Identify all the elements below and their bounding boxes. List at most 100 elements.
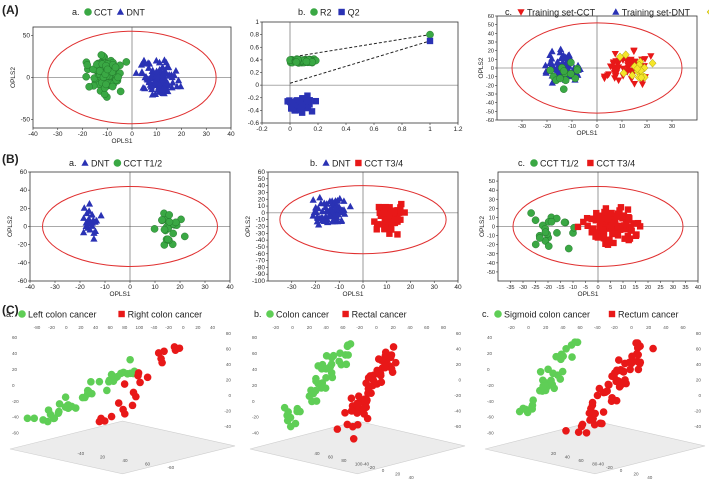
axis-tick-top: -20	[611, 325, 618, 330]
data-point	[160, 347, 168, 356]
data-point	[346, 202, 354, 210]
chart-b-a: -40 -30 -20 -10 0 10 20 30 40-60-40-200204060OPL…	[7, 158, 234, 298]
data-point	[114, 73, 122, 82]
data-point	[169, 229, 177, 238]
panel-label-b-c: c.	[518, 158, 525, 168]
data-point	[401, 209, 408, 216]
y-tick-label: 40	[258, 183, 266, 190]
axis-tick-right: -20	[694, 409, 701, 414]
data-point	[291, 419, 300, 428]
axis-tick-top: 20	[195, 325, 201, 330]
axis-tick-top: 80	[441, 325, 447, 330]
data-point	[589, 414, 597, 423]
axis-tick-top: -40	[151, 325, 158, 330]
x-tick-label: 30	[203, 131, 211, 138]
x-tick-label: 0	[288, 126, 292, 133]
data-point	[621, 50, 630, 60]
axis-tick-left: 40	[12, 351, 18, 356]
y-tick-label: 60	[20, 169, 28, 176]
data-point	[312, 377, 320, 385]
data-point	[606, 236, 613, 243]
data-point	[61, 393, 70, 401]
y-tick-label: -50	[487, 270, 495, 276]
y-tick-label: 40	[20, 187, 28, 194]
x-tick-label: 0.2	[313, 126, 322, 133]
data-point	[87, 222, 95, 229]
data-point	[531, 240, 540, 249]
data-point	[103, 386, 111, 395]
axis-tick-bottom: 60	[145, 461, 151, 466]
data-point	[144, 59, 152, 66]
data-point	[107, 412, 116, 421]
data-point	[398, 200, 405, 208]
data-point	[44, 406, 53, 414]
x-tick-label: 10	[151, 284, 159, 291]
data-point	[599, 408, 608, 416]
axis-tick-bottom: 40	[647, 475, 653, 480]
data-point	[126, 355, 134, 364]
x-tick-label: -10	[568, 124, 576, 130]
data-point	[150, 225, 159, 233]
data-point	[375, 203, 383, 211]
x-tick-label: 5	[609, 285, 612, 291]
data-point	[153, 67, 161, 75]
data-point	[585, 409, 594, 417]
x-tick-label: -10	[100, 284, 110, 291]
data-point	[636, 342, 644, 351]
x-tick-label: -30	[53, 131, 63, 138]
data-point	[615, 378, 624, 386]
data-point	[612, 66, 620, 74]
legend-label-1: Rectal cancer	[352, 310, 407, 320]
data-point	[426, 37, 434, 45]
data-point	[614, 223, 622, 231]
axis-tick-left: -80	[487, 431, 494, 436]
data-point	[648, 58, 657, 68]
data-point	[624, 206, 632, 213]
legend-marker-1	[355, 159, 362, 167]
panel-label-c-c: c.	[482, 309, 489, 319]
axis-tick-left: -20	[252, 415, 259, 420]
data-point	[590, 229, 597, 236]
axis-tick-top: 0	[182, 325, 185, 330]
data-point	[593, 209, 600, 217]
legend-marker-1	[608, 310, 616, 318]
data-point	[134, 371, 142, 380]
legend-marker-1	[612, 8, 620, 15]
data-point	[541, 61, 550, 69]
data-point	[165, 70, 173, 78]
x-tick-label: 20	[178, 131, 186, 138]
data-point	[638, 81, 647, 89]
data-point	[649, 344, 657, 353]
data-point	[394, 207, 401, 214]
data-point	[389, 343, 398, 351]
data-point	[293, 404, 302, 413]
x-axis-label: OPLS1	[578, 291, 599, 298]
data-point	[601, 388, 610, 397]
y-tick-label: 30	[489, 197, 495, 203]
section-label-b: (B)	[2, 152, 19, 166]
axis-tick-right: 60	[696, 347, 702, 352]
data-point	[600, 235, 608, 242]
data-point	[165, 63, 173, 71]
y-tick-label: -80	[256, 264, 266, 271]
data-point	[624, 62, 632, 69]
data-point	[80, 214, 88, 221]
panel-label-a-b: b.	[298, 7, 306, 17]
panel-label-a-c: c.	[505, 7, 512, 17]
data-point	[88, 210, 96, 218]
data-point	[316, 193, 324, 201]
x-tick-label: 1.2	[453, 126, 462, 133]
data-point	[119, 405, 127, 414]
data-point	[342, 360, 351, 369]
y-tick-label: -20	[487, 243, 495, 249]
data-point	[624, 232, 632, 240]
x-tick-label: -20	[78, 131, 88, 138]
data-point	[582, 429, 591, 437]
data-point	[327, 360, 336, 369]
data-point	[136, 378, 144, 387]
data-point	[335, 357, 343, 366]
data-point	[304, 92, 311, 99]
data-point	[141, 84, 149, 92]
axis-tick-left: -20	[487, 383, 494, 388]
data-point	[165, 218, 174, 226]
